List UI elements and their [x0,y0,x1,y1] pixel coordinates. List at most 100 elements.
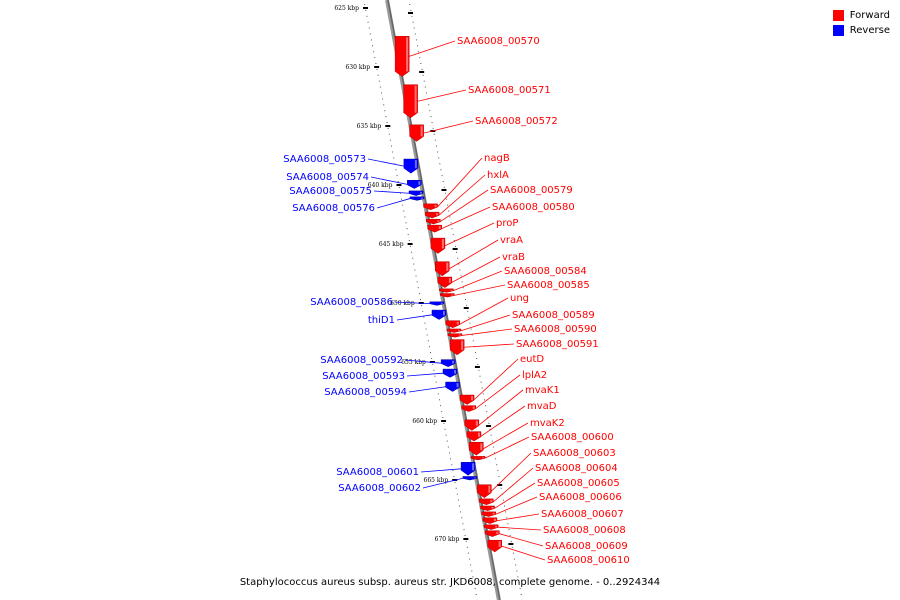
gene-leader [367,158,404,167]
gene-leader [376,198,411,209]
scale-dot [467,310,469,312]
gene-leader [422,477,463,489]
gene-arrow [427,224,442,233]
scale-dot [367,21,369,23]
gene-label: eutD [520,354,544,365]
scale-dot [446,198,448,200]
scale-dot [385,116,387,118]
gene-arrow [482,517,498,524]
gene-label: SAA6008_00606 [539,492,622,503]
gene-leader [449,239,499,270]
gene-label: SAA6008_00570 [457,36,540,47]
scale-dot [474,588,476,590]
gene-arrow [459,394,475,405]
gene-arrow [445,320,461,329]
scale-dot [479,375,481,377]
gene-leader [484,436,530,459]
scale-dot [432,363,434,365]
scale-dot [369,33,371,35]
scale-dot [454,481,456,483]
scale-dot [370,39,372,41]
scale-dot [433,369,435,371]
scale-dot [520,594,522,595]
gene-label: thiD1 [368,315,395,326]
scale-dot [472,340,474,342]
gene-arrow [409,124,424,142]
scale-dot [450,458,452,460]
gene-arrow [430,237,446,254]
gene-arrow [461,405,476,412]
scale-dot [409,245,411,247]
genome-caption: Staphylococcus aureus subsp. aureus str.… [239,577,661,588]
scale-dot [444,192,446,194]
scale-dot [404,216,406,218]
scale-dot [407,234,409,236]
gene-arrow [423,203,438,211]
scale-dot [393,157,395,159]
scale-dot [403,210,405,212]
scale-dot [435,381,437,383]
scale-dot [459,505,461,507]
gene-label: SAA6008_00589 [512,310,595,321]
gene-label: SAA6008_00584 [504,266,587,277]
gene-arrow [487,539,502,553]
scale-dot [452,470,454,472]
gene-label: SAA6008_00600 [531,432,614,443]
gene-leader [437,157,483,208]
scale-dot [496,464,498,466]
scale-dot [410,9,412,11]
gene-label: hxlA [487,170,509,181]
scale-dot [397,181,399,182]
gene-label: SAA6008_00605 [537,478,620,489]
scale-dot [429,110,431,112]
scale-dot [505,511,507,513]
scale-dot [375,63,377,64]
gene-leader [441,206,491,230]
scale-dot [412,21,414,23]
scale-dot [477,363,479,365]
gene-leader [501,545,546,561]
scale-dot [439,163,441,165]
scale-dot [459,269,461,271]
scale-dot [461,517,463,519]
scale-dot [416,281,418,283]
gene-leader [444,222,495,247]
gene-leader [480,405,526,437]
scale-dot [438,157,440,159]
scale-dot [482,393,484,395]
scale-dot [518,582,520,584]
scale-dot [436,145,438,147]
scale-dot [392,151,394,153]
scale-dot [415,39,417,41]
axis-tick-label: 640 kbp [368,182,393,189]
axis-tick-label: 630 kbp [345,64,370,71]
scale-dot [376,68,378,70]
scale-dot [451,464,453,466]
scale-dot [467,552,469,554]
gene-leader [499,533,544,547]
scale-dot [489,428,491,430]
scale-dot [509,535,511,536]
scale-dot [428,346,430,348]
axis-tick-label: 645 kbp [379,241,404,248]
scale-dot [516,570,518,572]
scale-dot [413,27,415,29]
gene-arrow [403,158,419,174]
scale-dot [424,322,426,324]
gene-label: vraA [500,235,523,246]
gene-arrow [440,293,455,298]
scale-dot [437,151,439,153]
axis-tick-label: 665 kbp [424,477,449,484]
gene-arrow [431,309,447,320]
scale-dot [442,417,444,418]
gene-label: SAA6008_00579 [490,185,573,196]
gene-arrow [469,441,484,456]
scale-dot [409,4,411,5]
scale-dot [446,440,448,442]
gene-label: SAA6008_00593 [322,371,405,382]
scale-dot [434,139,436,141]
scale-dot [510,540,512,542]
scale-dot [419,299,421,300]
gene-leader [454,284,506,296]
